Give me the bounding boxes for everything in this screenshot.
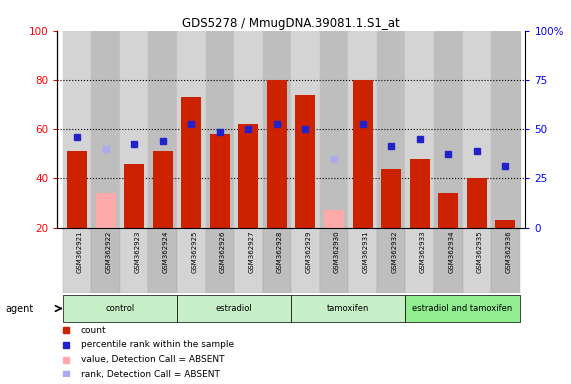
Bar bbox=[324, 210, 344, 228]
Bar bbox=[206, 31, 234, 228]
Bar bbox=[381, 169, 401, 228]
Text: rank, Detection Call = ABSENT: rank, Detection Call = ABSENT bbox=[81, 370, 219, 379]
Bar bbox=[63, 295, 177, 322]
Bar bbox=[377, 228, 405, 293]
Text: GSM362928: GSM362928 bbox=[277, 231, 283, 273]
Bar bbox=[405, 295, 520, 322]
Bar bbox=[491, 31, 520, 228]
Bar bbox=[463, 228, 491, 293]
Bar bbox=[348, 228, 377, 293]
Bar bbox=[91, 31, 120, 228]
Bar bbox=[377, 31, 405, 228]
Text: GSM362927: GSM362927 bbox=[248, 231, 255, 273]
Bar bbox=[296, 95, 315, 228]
Bar bbox=[463, 31, 491, 228]
Bar bbox=[291, 295, 405, 322]
Bar bbox=[353, 80, 373, 228]
Text: tamoxifen: tamoxifen bbox=[327, 304, 369, 313]
Bar bbox=[182, 97, 202, 228]
Bar bbox=[91, 228, 120, 293]
Text: estradiol and tamoxifen: estradiol and tamoxifen bbox=[412, 304, 513, 313]
Bar bbox=[177, 228, 206, 293]
Text: percentile rank within the sample: percentile rank within the sample bbox=[81, 340, 234, 349]
Text: agent: agent bbox=[6, 303, 34, 313]
Bar bbox=[263, 228, 291, 293]
Text: count: count bbox=[81, 326, 106, 334]
Bar bbox=[434, 228, 463, 293]
Bar bbox=[234, 31, 263, 228]
Bar bbox=[124, 164, 144, 228]
Bar bbox=[291, 31, 320, 228]
Bar bbox=[320, 228, 348, 293]
Bar bbox=[291, 228, 320, 293]
Bar bbox=[63, 228, 91, 293]
Bar bbox=[153, 151, 173, 228]
Bar bbox=[320, 31, 348, 228]
Bar bbox=[67, 151, 87, 228]
Bar bbox=[434, 31, 463, 228]
Bar bbox=[177, 31, 206, 228]
Text: GSM362921: GSM362921 bbox=[77, 231, 83, 273]
Bar bbox=[239, 124, 259, 228]
Bar bbox=[491, 228, 520, 293]
Text: GSM362936: GSM362936 bbox=[505, 231, 512, 273]
Text: GSM362930: GSM362930 bbox=[334, 231, 340, 273]
Bar bbox=[63, 31, 91, 228]
Bar bbox=[210, 134, 230, 228]
Bar bbox=[263, 31, 291, 228]
Bar bbox=[177, 295, 291, 322]
Text: GSM362934: GSM362934 bbox=[448, 231, 455, 273]
Text: value, Detection Call = ABSENT: value, Detection Call = ABSENT bbox=[81, 355, 224, 364]
Text: control: control bbox=[105, 304, 135, 313]
Bar bbox=[120, 228, 148, 293]
Bar bbox=[439, 193, 458, 228]
Text: GSM362929: GSM362929 bbox=[305, 231, 312, 273]
Text: GSM362935: GSM362935 bbox=[477, 231, 483, 273]
Bar bbox=[148, 228, 177, 293]
Title: GDS5278 / MmugDNA.39081.1.S1_at: GDS5278 / MmugDNA.39081.1.S1_at bbox=[182, 17, 400, 30]
Bar bbox=[405, 228, 434, 293]
Text: estradiol: estradiol bbox=[216, 304, 252, 313]
Text: GSM362922: GSM362922 bbox=[106, 231, 112, 273]
Text: GSM362932: GSM362932 bbox=[391, 231, 397, 273]
Bar bbox=[267, 80, 287, 228]
Bar bbox=[410, 159, 430, 228]
Bar bbox=[405, 31, 434, 228]
Text: GSM362923: GSM362923 bbox=[134, 231, 140, 273]
Bar bbox=[467, 178, 487, 228]
Text: GSM362931: GSM362931 bbox=[363, 231, 369, 273]
Bar bbox=[496, 220, 516, 228]
Bar bbox=[96, 193, 116, 228]
Text: GSM362924: GSM362924 bbox=[163, 231, 169, 273]
Bar bbox=[348, 31, 377, 228]
Bar bbox=[206, 228, 234, 293]
Bar bbox=[120, 31, 148, 228]
Text: GSM362926: GSM362926 bbox=[220, 231, 226, 273]
Bar bbox=[234, 228, 263, 293]
Bar bbox=[148, 31, 177, 228]
Text: GSM362933: GSM362933 bbox=[420, 231, 426, 273]
Text: GSM362925: GSM362925 bbox=[191, 231, 198, 273]
